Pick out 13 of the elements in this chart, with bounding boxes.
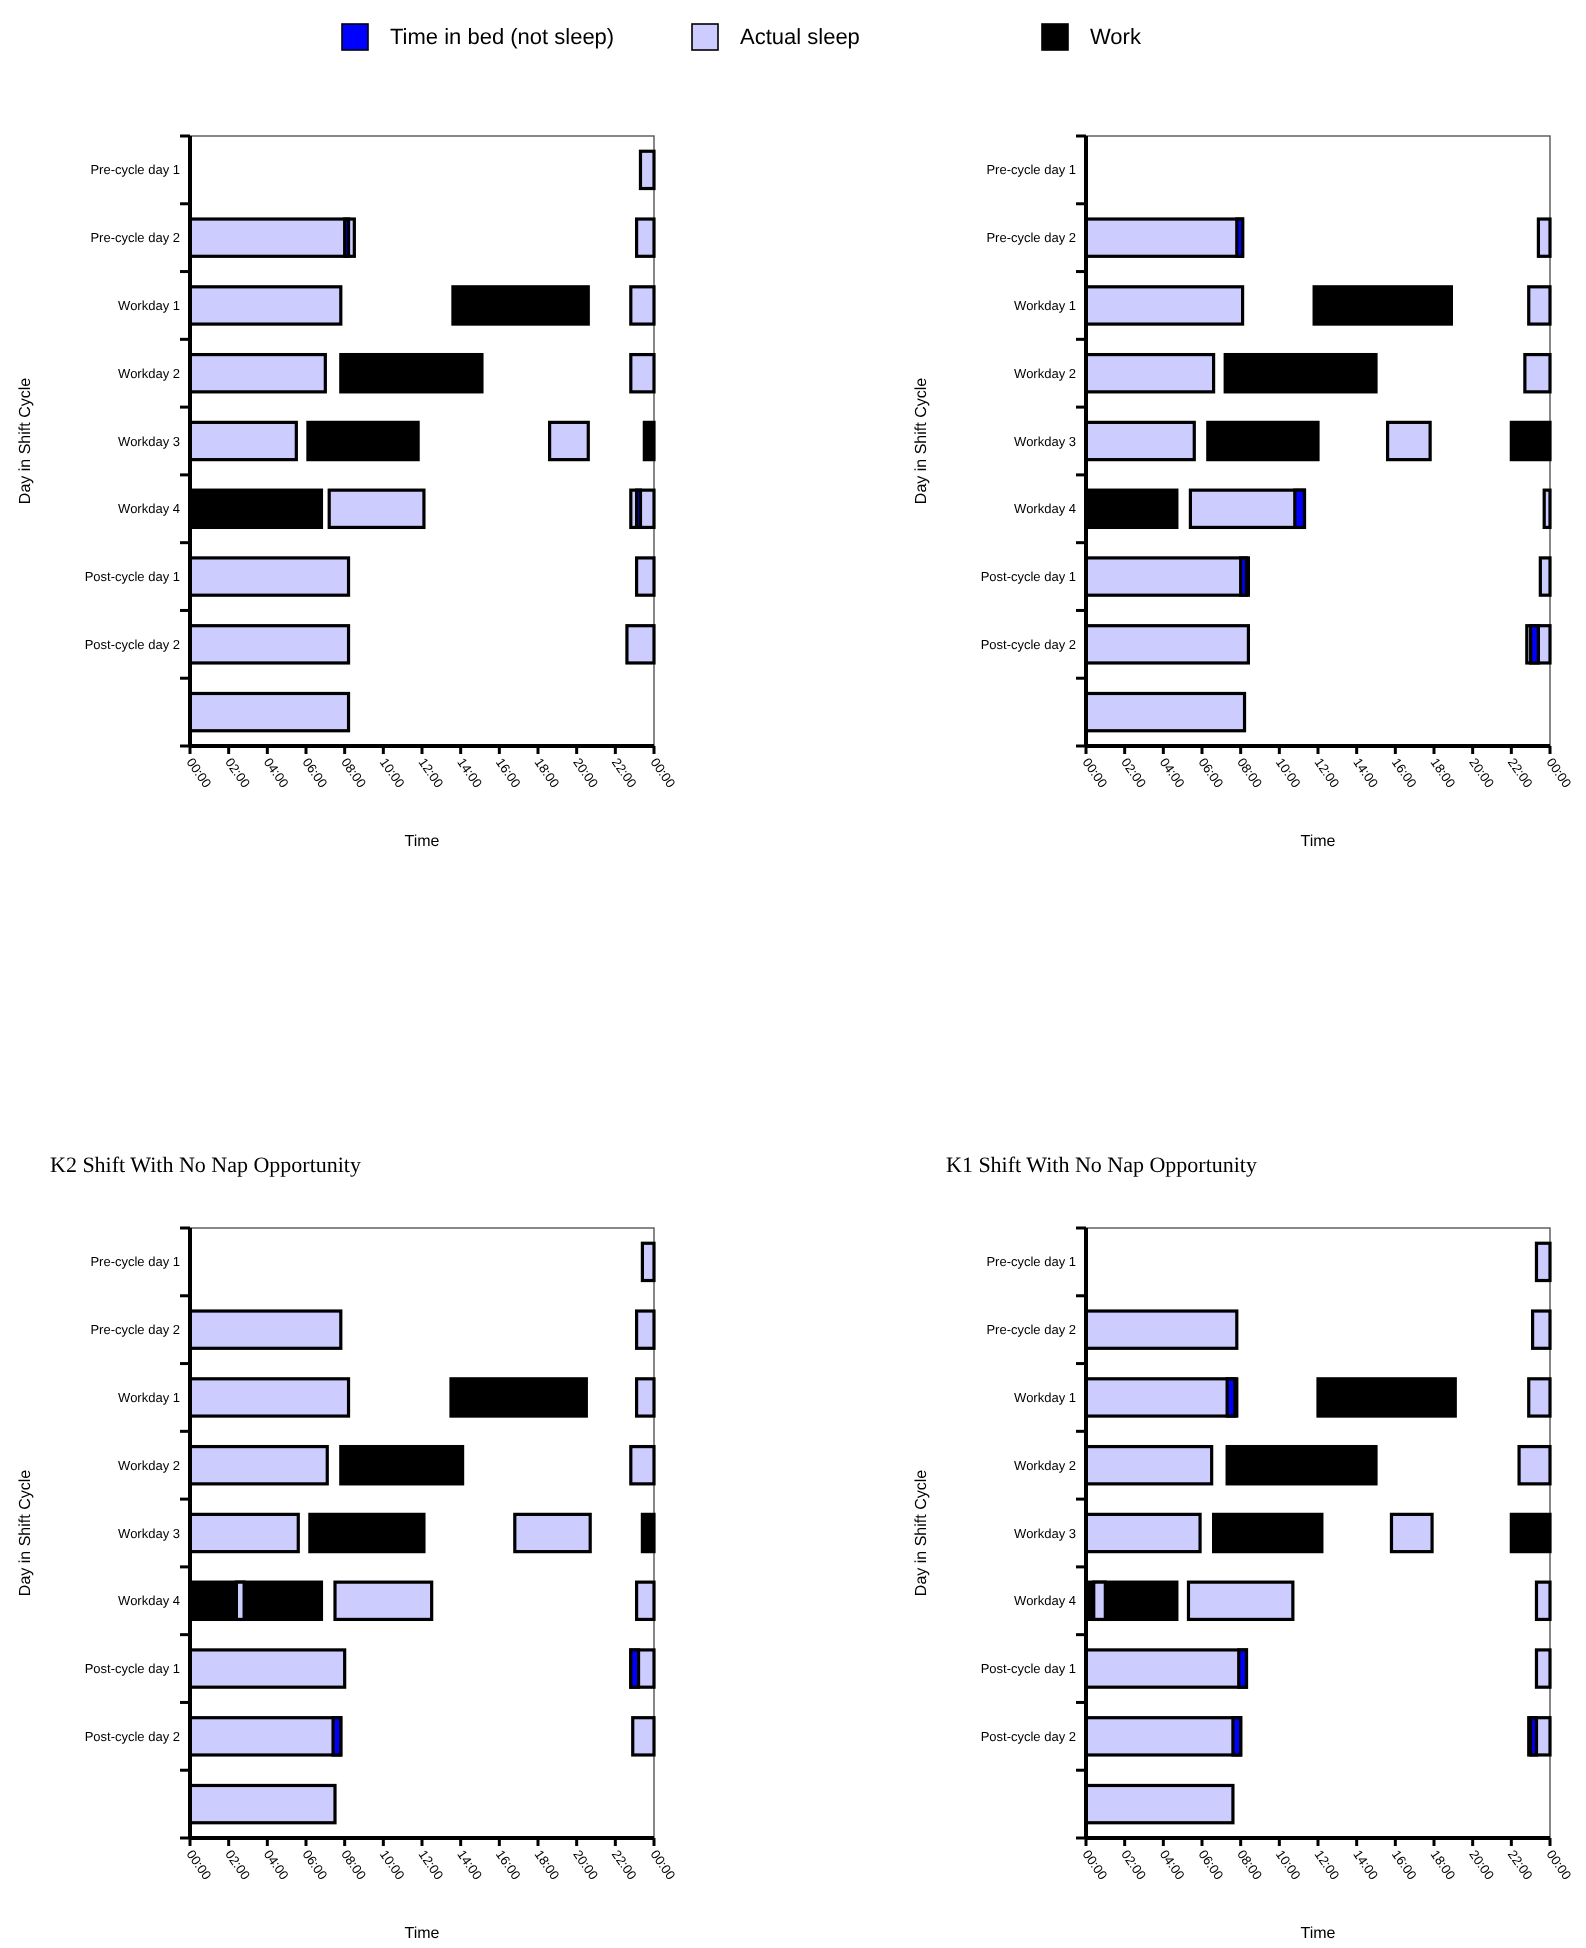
chart-title: K2 Shift With No Nap Opportunity [50,1154,362,1178]
y-axis-title: Day in Shift Cycle [912,376,930,505]
x-axis-title: Time [1300,1924,1337,1942]
legend-label: Work [1090,25,1142,50]
x-axis-title: Time [404,832,441,850]
legend-label: Time in bed (not sleep) [390,25,615,50]
x-axis-title: Time [1300,832,1337,850]
legend-label: Actual sleep [740,25,860,50]
y-axis-title: Day in Shift Cycle [16,376,34,505]
y-axis-title: Day in Shift Cycle [912,1468,930,1597]
x-axis-title: Time [404,1924,441,1942]
chart-title: K1 Shift With No Nap Opportunity [946,1154,1258,1178]
y-axis-title: Day in Shift Cycle [16,1468,34,1597]
